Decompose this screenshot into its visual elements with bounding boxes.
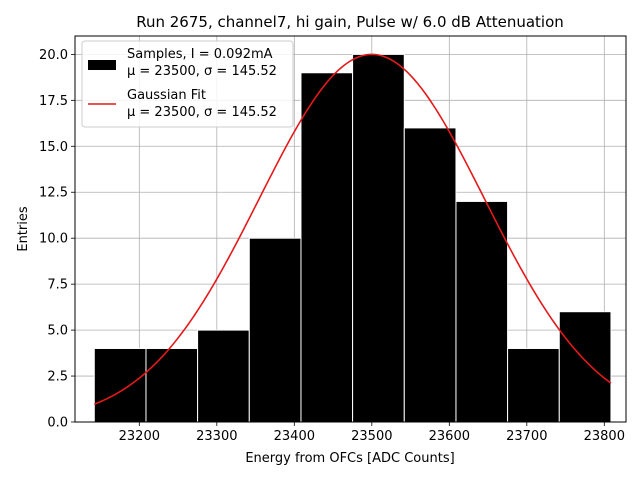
histogram-bar-8 [507,347,560,423]
x-tick-label-6: 23800 [584,429,625,444]
y-tick-label-6: 15.0 [39,140,68,155]
histogram-bar-5 [352,53,405,423]
y-axis-ticks: 0.0 2.5 5.0 7.5 10.0 12.5 15.0 17.5 20.0 [39,48,75,431]
y-tick-label-4: 10.0 [39,232,68,247]
x-tick-label-5: 23700 [506,429,547,444]
histogram-bar-6 [403,127,457,423]
histogram-bar-2 [197,329,250,423]
legend-fit-stats: μ = 23500, σ = 145.52 [127,105,277,120]
y-tick-label-0: 0.0 [47,416,68,431]
histogram-bars [93,53,612,423]
histogram-bar-3 [248,237,302,423]
legend-samples-stats: μ = 23500, σ = 145.52 [127,64,277,79]
histogram-bar-0 [93,347,147,423]
y-tick-label-2: 5.0 [47,324,68,339]
x-tick-label-2: 23400 [274,429,315,444]
x-tick-label-1: 23300 [196,429,237,444]
legend: Samples, I = 0.092mA μ = 23500, σ = 145.… [81,40,294,128]
x-axis-ticks: 23200 23300 23400 23500 23600 23700 23800 [119,422,625,444]
x-tick-label-4: 23600 [429,429,470,444]
plot-area-frame [74,35,627,423]
y-tick-label-8: 20.0 [39,48,68,63]
y-tick-label-5: 12.5 [39,186,68,201]
legend-fit-label: Gaussian Fit [127,88,206,103]
histogram-bar-4 [300,72,354,423]
legend-samples-swatch [88,60,116,70]
y-tick-label-1: 2.5 [47,370,68,385]
x-tick-label-3: 23500 [351,429,392,444]
gaussian-fit-line [94,53,612,405]
histogram-bar-1 [145,347,199,423]
y-tick-label-3: 7.5 [47,278,68,293]
y-axis-label: Entries [16,206,31,252]
x-tick-label-0: 23200 [119,429,160,444]
legend-samples-label: Samples, I = 0.092mA [127,47,273,62]
x-axis-label: Energy from OFCs [ADC Counts] [245,451,454,466]
histogram-bar-7 [455,200,509,423]
y-tick-label-7: 17.5 [39,94,68,109]
legend-box [81,40,294,128]
histogram-bar-9 [558,311,612,423]
chart-title: Run 2675, channel7, hi gain, Pulse w/ 6.… [136,13,564,31]
